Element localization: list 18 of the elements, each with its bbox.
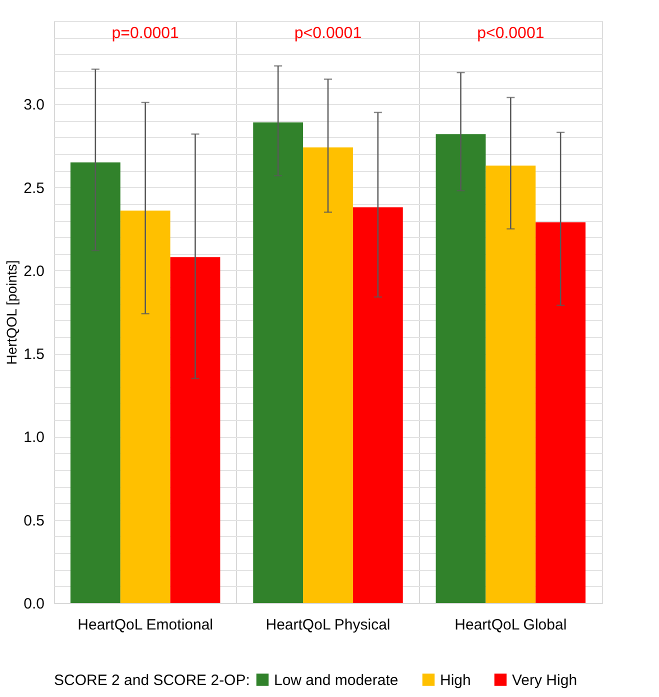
y-tick-label: 2.0 (24, 262, 44, 280)
annotation: p<0.0001 (477, 25, 544, 42)
y-axis-title: HertQOL [points] (4, 260, 20, 365)
y-tick-label: 2.5 (24, 180, 44, 197)
x-tick-label: HeartQoL Global (454, 616, 567, 634)
legend-label: Very High (512, 672, 578, 689)
legend-label: Low and moderate (274, 672, 398, 689)
legend-label: High (440, 672, 471, 689)
x-tick-label: HeartQoL Emotional (78, 616, 214, 634)
annotation: p=0.0001 (112, 25, 180, 42)
y-tick-label: 0.0 (24, 596, 44, 612)
y-tick-label: 1.0 (24, 429, 44, 446)
y-tick-label: 1.5 (24, 346, 44, 364)
legend-title: SCORE 2 and SCORE 2-OP: (54, 672, 250, 689)
y-tick-label: 3.0 (24, 96, 44, 114)
y-tick-label: 0.5 (24, 512, 44, 530)
annotation: p<0.0001 (294, 25, 362, 42)
x-tick-label: HeartQoL Physical (266, 616, 390, 634)
